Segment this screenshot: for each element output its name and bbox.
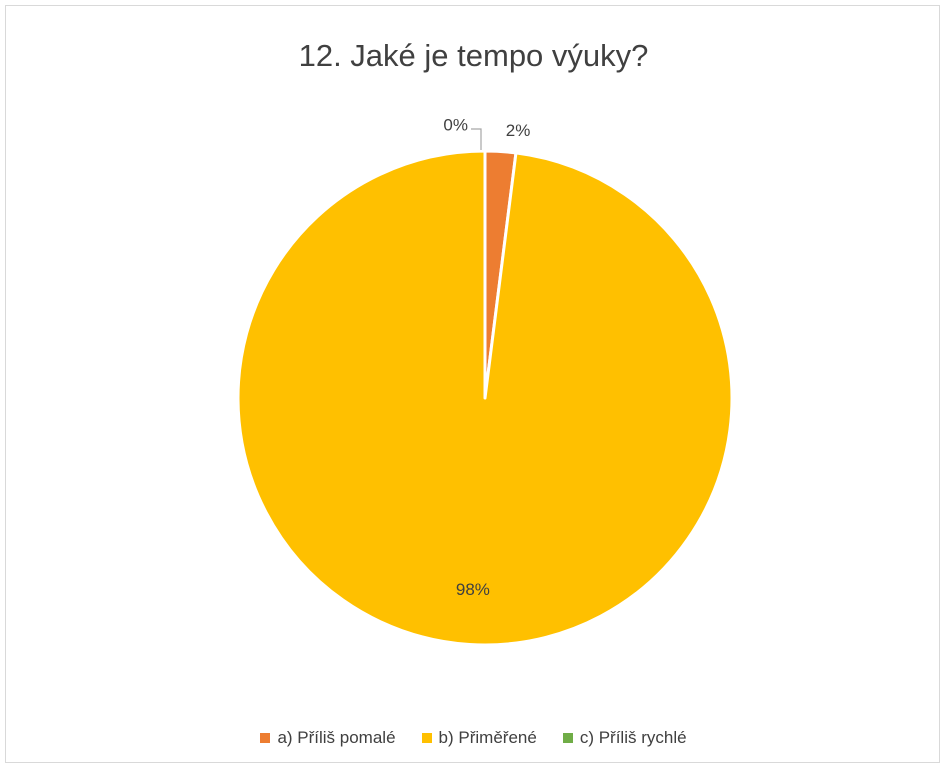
slice-3-data-label: 0% (443, 115, 468, 134)
slice-1-data-label: 2% (506, 121, 531, 140)
legend-item-1: a) Příliš pomalé (260, 728, 396, 748)
legend-item-3: c) Příliš rychlé (562, 728, 687, 748)
chart-title: 12. Jaké je tempo výuky? (298, 38, 649, 73)
legend-label-2: b) Přiměřené (438, 728, 537, 747)
chart-legend: a) Příliš pomalé b) Přiměřené c) Příliš ry… (0, 728, 947, 748)
slice-2 (236, 149, 734, 647)
legend-label-1: a) Příliš pomalé (277, 728, 396, 747)
legend-label-3: c) Příliš rychlé (579, 728, 687, 747)
legend-swatch-1 (260, 733, 271, 743)
slice-2-data-label: 98% (456, 580, 490, 599)
legend-swatch-3 (562, 733, 573, 743)
legend-swatch-2 (421, 733, 432, 743)
slice-3-leader-line (471, 128, 482, 150)
legend-item-2: b) Přiměřené (421, 728, 537, 748)
